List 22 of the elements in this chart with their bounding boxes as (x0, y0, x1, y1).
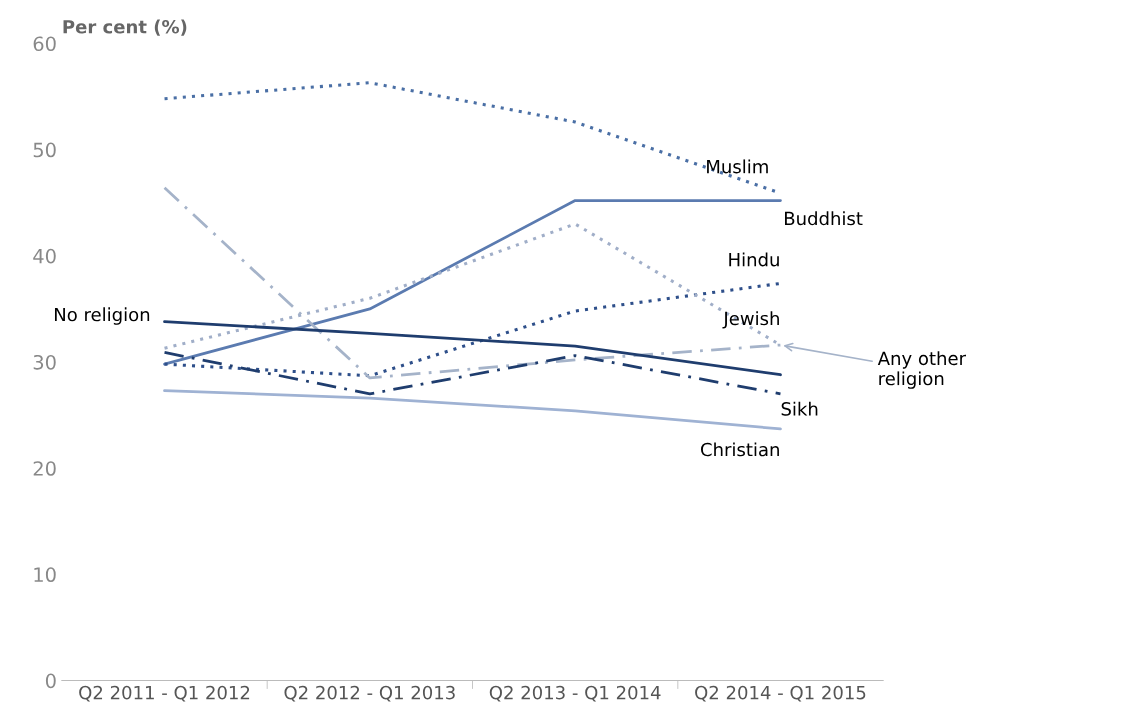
y-tick-label: 40 (33, 248, 56, 264)
series-label: Hindu (729, 252, 779, 267)
series-label: Muslim (707, 159, 768, 174)
x-tick-label: Q2 2013 - Q1 2014 (489, 685, 661, 702)
y-tick-label: 0 (45, 673, 56, 689)
y-axis-title: Per cent (%) (63, 19, 187, 36)
x-tick-label: Q2 2014 - Q1 2015 (695, 685, 866, 702)
x-tick-label: Q2 2012 - Q1 2013 (284, 685, 455, 702)
line-series (163, 389, 782, 431)
y-tick-label: 60 (33, 36, 56, 52)
series-label: Christian (700, 442, 779, 457)
line-series (163, 281, 782, 378)
series-label: Jewish (722, 311, 779, 329)
series-label: Buddhist (785, 211, 863, 226)
series-label: No religion (54, 307, 150, 325)
series-label: Sikh (781, 401, 818, 416)
legend-label: Any other religion (877, 351, 967, 389)
y-tick-label: 10 (34, 567, 56, 583)
y-tick-label: 20 (33, 461, 56, 476)
y-tick-label: 30 (33, 354, 56, 370)
y-tick-label: 50 (33, 142, 56, 158)
x-tick-label: Q2 2011 - Q1 2012 (79, 685, 250, 702)
